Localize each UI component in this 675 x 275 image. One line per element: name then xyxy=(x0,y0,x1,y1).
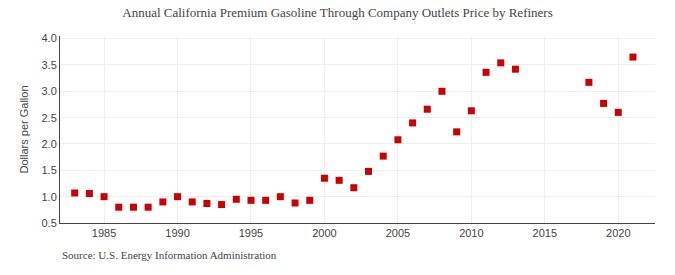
svg-text:4.0: 4.0 xyxy=(42,32,57,44)
svg-text:3.5: 3.5 xyxy=(42,59,57,71)
svg-text:2.0: 2.0 xyxy=(42,138,57,150)
svg-text:1985: 1985 xyxy=(92,227,116,239)
svg-text:Annual California Premium Gaso: Annual California Premium Gasoline Throu… xyxy=(122,5,553,20)
svg-text:1990: 1990 xyxy=(165,227,189,239)
svg-text:2015: 2015 xyxy=(533,227,557,239)
svg-text:0.5: 0.5 xyxy=(42,217,57,229)
svg-text:Source: U.S. Energy Informatio: Source: U.S. Energy Information Administ… xyxy=(62,249,277,261)
svg-text:2005: 2005 xyxy=(386,227,410,239)
svg-text:2.5: 2.5 xyxy=(42,112,57,124)
svg-text:1.0: 1.0 xyxy=(42,191,57,203)
svg-text:2010: 2010 xyxy=(459,227,483,239)
svg-text:1.5: 1.5 xyxy=(42,164,57,176)
svg-text:Dollars per Gallon: Dollars per Gallon xyxy=(18,85,30,173)
svg-text:2020: 2020 xyxy=(606,227,630,239)
svg-text:1995: 1995 xyxy=(239,227,263,239)
svg-text:2000: 2000 xyxy=(312,227,336,239)
svg-text:3.0: 3.0 xyxy=(42,85,57,97)
